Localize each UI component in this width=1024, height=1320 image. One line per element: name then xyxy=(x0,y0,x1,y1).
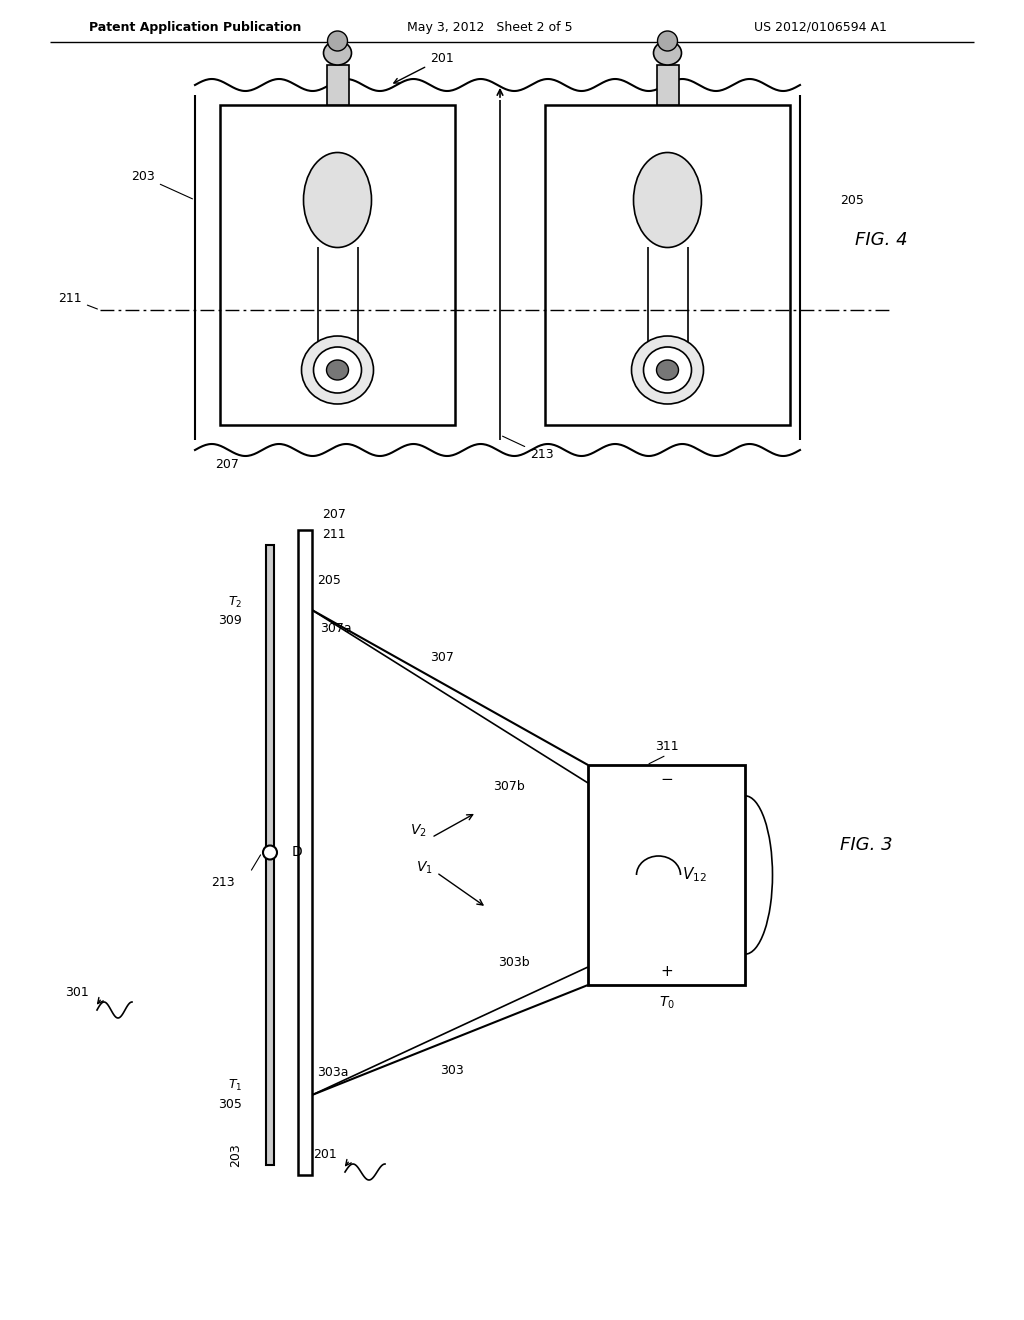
Text: 201: 201 xyxy=(313,1147,337,1160)
Text: FIG. 3: FIG. 3 xyxy=(840,836,893,854)
Text: $V_{12}$: $V_{12}$ xyxy=(682,866,707,884)
Bar xyxy=(588,766,745,985)
Text: 303b: 303b xyxy=(498,957,529,969)
Bar xyxy=(656,65,679,106)
Text: 211: 211 xyxy=(322,528,346,541)
Text: 307b: 307b xyxy=(493,780,524,793)
Ellipse shape xyxy=(653,41,682,65)
Ellipse shape xyxy=(303,153,372,248)
Ellipse shape xyxy=(313,347,361,393)
Text: 207: 207 xyxy=(215,458,239,471)
Text: 307a: 307a xyxy=(319,622,351,635)
Bar xyxy=(327,65,348,106)
Ellipse shape xyxy=(634,153,701,248)
Text: −: − xyxy=(660,771,673,787)
Text: 203: 203 xyxy=(229,1143,242,1167)
Text: 301: 301 xyxy=(66,986,89,998)
Text: FIG. 4: FIG. 4 xyxy=(855,231,907,249)
Bar xyxy=(298,531,312,1175)
Ellipse shape xyxy=(327,360,348,380)
Text: 207: 207 xyxy=(322,508,346,521)
Text: $V_2$: $V_2$ xyxy=(411,822,427,838)
Text: $V_1$: $V_1$ xyxy=(416,859,433,875)
Bar xyxy=(545,106,790,425)
Text: 311: 311 xyxy=(654,741,678,754)
Text: $T_2$: $T_2$ xyxy=(227,594,242,610)
Ellipse shape xyxy=(643,347,691,393)
Text: D: D xyxy=(292,846,303,859)
Text: 305: 305 xyxy=(218,1098,242,1111)
Ellipse shape xyxy=(656,360,679,380)
Text: 211: 211 xyxy=(58,292,97,309)
Text: Patent Application Publication: Patent Application Publication xyxy=(89,21,301,33)
Text: 201: 201 xyxy=(394,51,454,83)
Text: US 2012/0106594 A1: US 2012/0106594 A1 xyxy=(754,21,887,33)
Text: $T_0$: $T_0$ xyxy=(658,995,675,1011)
Circle shape xyxy=(263,846,278,859)
Text: 309: 309 xyxy=(218,614,242,627)
Text: 213: 213 xyxy=(211,876,234,888)
Text: May 3, 2012   Sheet 2 of 5: May 3, 2012 Sheet 2 of 5 xyxy=(408,21,572,33)
Text: 303a: 303a xyxy=(317,1067,348,1080)
Text: $T_1$: $T_1$ xyxy=(227,1077,242,1093)
Ellipse shape xyxy=(632,337,703,404)
Bar xyxy=(266,545,274,1166)
Text: 307: 307 xyxy=(430,651,454,664)
Text: 205: 205 xyxy=(840,194,864,206)
Text: 205: 205 xyxy=(317,573,341,586)
Ellipse shape xyxy=(301,337,374,404)
Text: 203: 203 xyxy=(131,170,193,199)
Text: 303: 303 xyxy=(440,1064,464,1077)
Text: 213: 213 xyxy=(503,436,554,461)
Ellipse shape xyxy=(324,41,351,65)
Text: +: + xyxy=(660,964,673,978)
Circle shape xyxy=(657,30,678,51)
Circle shape xyxy=(328,30,347,51)
Bar xyxy=(220,106,455,425)
